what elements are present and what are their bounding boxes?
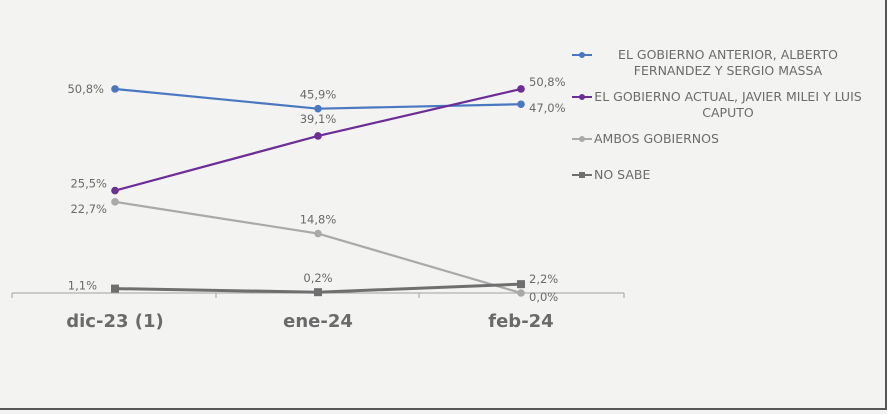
legend-marker: [572, 131, 594, 147]
data-point-marker: [111, 85, 119, 93]
data-label: 39,1%: [300, 112, 337, 126]
data-label: 2,2%: [529, 272, 558, 286]
data-point-marker: [314, 132, 322, 140]
legend-label: NO SABE: [594, 167, 651, 182]
x-tick-label: feb-24: [488, 311, 553, 332]
data-label: 25,5%: [70, 177, 107, 191]
legend-item-ambos: AMBOS GOBIERNOS: [572, 131, 862, 147]
chart-legend: EL GOBIERNO ANTERIOR, ALBERTO FERNANDEZ …: [572, 47, 862, 193]
data-point-marker: [314, 288, 322, 297]
data-label: 50,8%: [67, 82, 104, 96]
series-line: [114, 87, 522, 192]
data-label: 22,7%: [70, 202, 107, 216]
data-point-marker: [111, 198, 119, 206]
data-point-marker: [517, 85, 525, 93]
data-point-marker: [314, 104, 322, 113]
legend-label: EL GOBIERNO ACTUAL, JAVIER MILEI Y LUIS …: [594, 89, 862, 120]
data-point-marker: [314, 229, 322, 238]
data-label: 14,8%: [300, 213, 337, 227]
data-label: 47,0%: [529, 101, 566, 115]
data-label: 45,9%: [300, 88, 337, 102]
legend-label: EL GOBIERNO ANTERIOR, ALBERTO FERNANDEZ …: [618, 47, 838, 78]
data-label: 0,2%: [303, 271, 332, 285]
legend-item-no-sabe: NO SABE: [572, 167, 862, 183]
legend-label: AMBOS GOBIERNOS: [594, 131, 719, 146]
legend-item-gobierno-actual: EL GOBIERNO ACTUAL, JAVIER MILEI Y LUIS …: [572, 89, 862, 121]
legend-marker: [572, 89, 594, 105]
data-label: 50,8%: [529, 75, 566, 89]
data-point-marker: [111, 284, 119, 293]
data-label: 1,1%: [68, 279, 97, 293]
legend-marker: [572, 47, 594, 63]
data-point-marker: [517, 100, 525, 109]
data-point-marker: [517, 289, 525, 297]
data-point-marker: [517, 280, 525, 289]
x-tick-label: dic-23 (1): [66, 311, 164, 332]
x-tick-label: ene-24: [283, 311, 353, 332]
data-label: 0,0%: [529, 290, 558, 304]
legend-marker: [572, 167, 594, 183]
data-point-marker: [111, 186, 119, 195]
legend-item-gobierno-anterior: EL GOBIERNO ANTERIOR, ALBERTO FERNANDEZ …: [572, 47, 862, 79]
